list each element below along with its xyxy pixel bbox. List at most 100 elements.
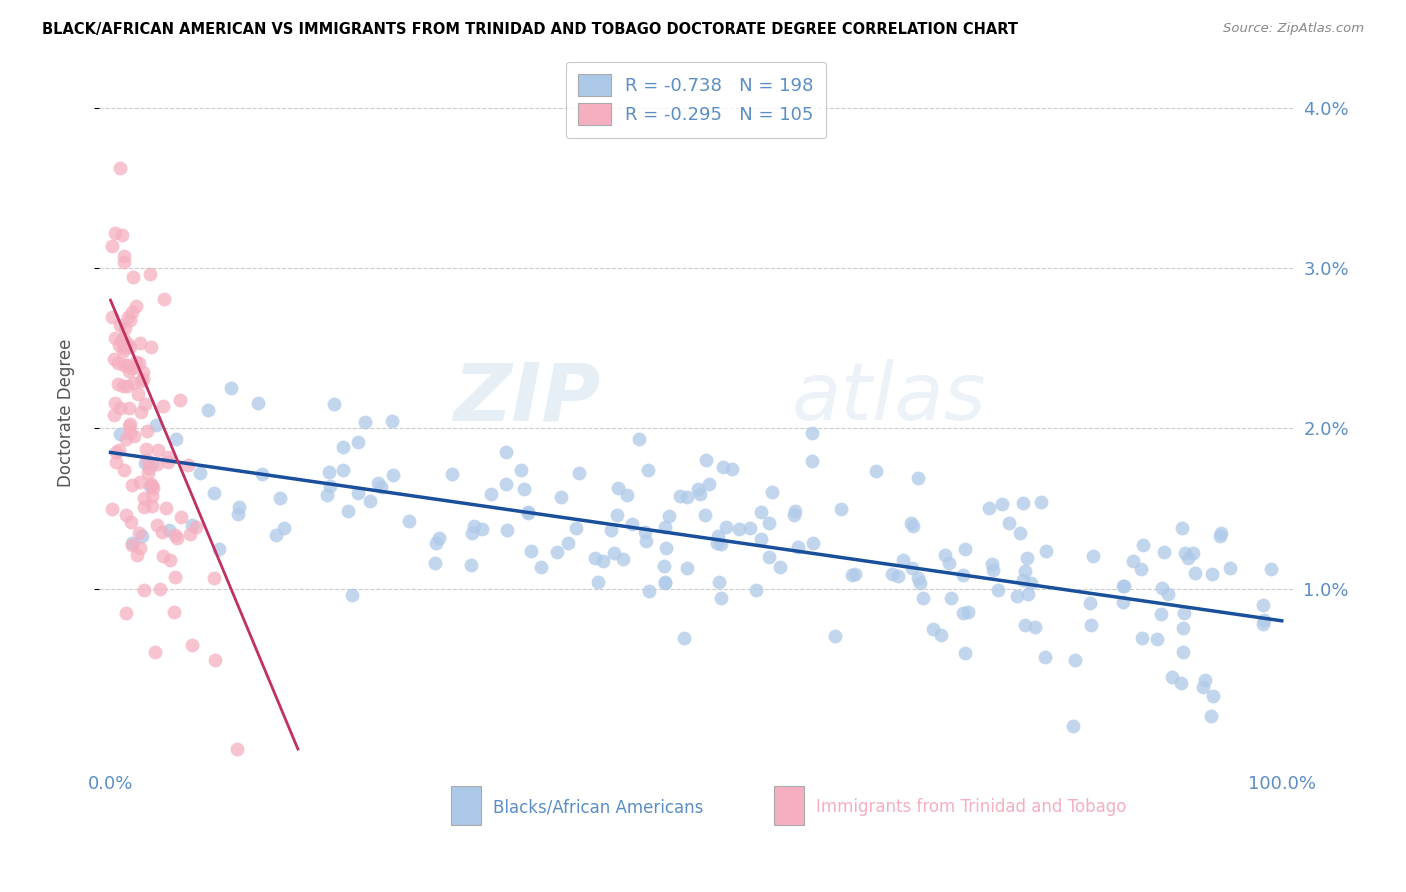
Point	[841, 568, 863, 582]
Point	[108, 318, 131, 332]
Point	[706, 536, 728, 550]
Text: ZIP: ZIP	[453, 359, 600, 437]
Point	[143, 645, 166, 659]
Point	[901, 519, 924, 533]
Point	[1199, 709, 1222, 723]
Point	[127, 387, 149, 401]
Point	[592, 553, 614, 567]
Point	[634, 534, 657, 549]
Point	[977, 501, 1000, 516]
Point	[1171, 644, 1194, 658]
Point	[929, 628, 952, 642]
Point	[516, 506, 538, 520]
Point	[1029, 495, 1052, 509]
Point	[108, 161, 131, 176]
Point	[112, 379, 135, 393]
Point	[103, 408, 125, 422]
Point	[108, 427, 131, 442]
Text: Immigrants from Trinidad and Tobago: Immigrants from Trinidad and Tobago	[815, 798, 1126, 816]
Point	[226, 742, 249, 756]
Point	[179, 527, 201, 541]
Point	[128, 335, 150, 350]
Point	[228, 500, 250, 514]
Point	[628, 433, 651, 447]
Point	[112, 344, 135, 359]
Point	[112, 463, 135, 477]
Point	[1201, 566, 1223, 581]
Point	[513, 482, 536, 496]
Point	[441, 467, 464, 481]
Point	[1194, 673, 1216, 687]
Point	[129, 374, 152, 388]
Point	[107, 356, 129, 370]
Point	[153, 292, 176, 306]
Point	[1083, 549, 1105, 564]
Point	[138, 461, 160, 475]
Point	[152, 400, 174, 414]
Point	[121, 477, 143, 491]
Point	[103, 352, 125, 367]
Point	[347, 485, 370, 500]
Point	[112, 249, 135, 263]
Point	[557, 536, 579, 550]
Point	[112, 255, 135, 269]
Point	[101, 501, 124, 516]
Point	[1150, 581, 1173, 595]
Point	[953, 541, 976, 556]
Point	[186, 520, 208, 534]
Point	[1219, 561, 1241, 575]
Point	[637, 463, 659, 477]
Point	[1114, 579, 1136, 593]
Point	[1253, 617, 1275, 632]
Point	[121, 538, 143, 552]
Point	[112, 341, 135, 355]
Point	[146, 457, 169, 471]
Point	[495, 477, 517, 491]
Point	[761, 485, 783, 500]
Point	[141, 499, 163, 513]
Point	[139, 476, 162, 491]
Point	[190, 466, 212, 480]
Point	[159, 553, 181, 567]
Point	[135, 442, 157, 456]
Point	[688, 482, 710, 496]
Point	[1173, 606, 1195, 620]
Point	[1146, 632, 1168, 647]
Point	[169, 392, 191, 407]
Point	[693, 508, 716, 522]
Point	[323, 397, 346, 411]
Point	[118, 364, 141, 378]
Point	[654, 576, 676, 591]
Point	[108, 442, 131, 457]
Point	[165, 528, 187, 542]
Legend: R = -0.738   N = 198, R = -0.295   N = 105: R = -0.738 N = 198, R = -0.295 N = 105	[565, 62, 827, 138]
Point	[1078, 595, 1101, 609]
Point	[132, 500, 155, 515]
Point	[149, 582, 172, 596]
Point	[141, 489, 163, 503]
Point	[745, 582, 768, 597]
Point	[1005, 589, 1028, 603]
Point	[495, 444, 517, 458]
Y-axis label: Doctorate Degree: Doctorate Degree	[58, 338, 75, 486]
Point	[165, 570, 187, 584]
Point	[612, 552, 634, 566]
Point	[1174, 546, 1197, 560]
Point	[367, 475, 389, 490]
Point	[1157, 587, 1180, 601]
Text: Source: ZipAtlas.com: Source: ZipAtlas.com	[1223, 22, 1364, 36]
Point	[658, 508, 681, 523]
Point	[901, 561, 924, 575]
Point	[787, 540, 810, 554]
Point	[135, 424, 157, 438]
Point	[228, 508, 250, 522]
Point	[586, 575, 609, 590]
Point	[125, 355, 148, 369]
Point	[882, 566, 904, 581]
Point	[1173, 622, 1195, 636]
Point	[1017, 587, 1039, 601]
Point	[146, 442, 169, 457]
Point	[758, 549, 780, 564]
Point	[1170, 676, 1192, 690]
Point	[340, 588, 363, 602]
